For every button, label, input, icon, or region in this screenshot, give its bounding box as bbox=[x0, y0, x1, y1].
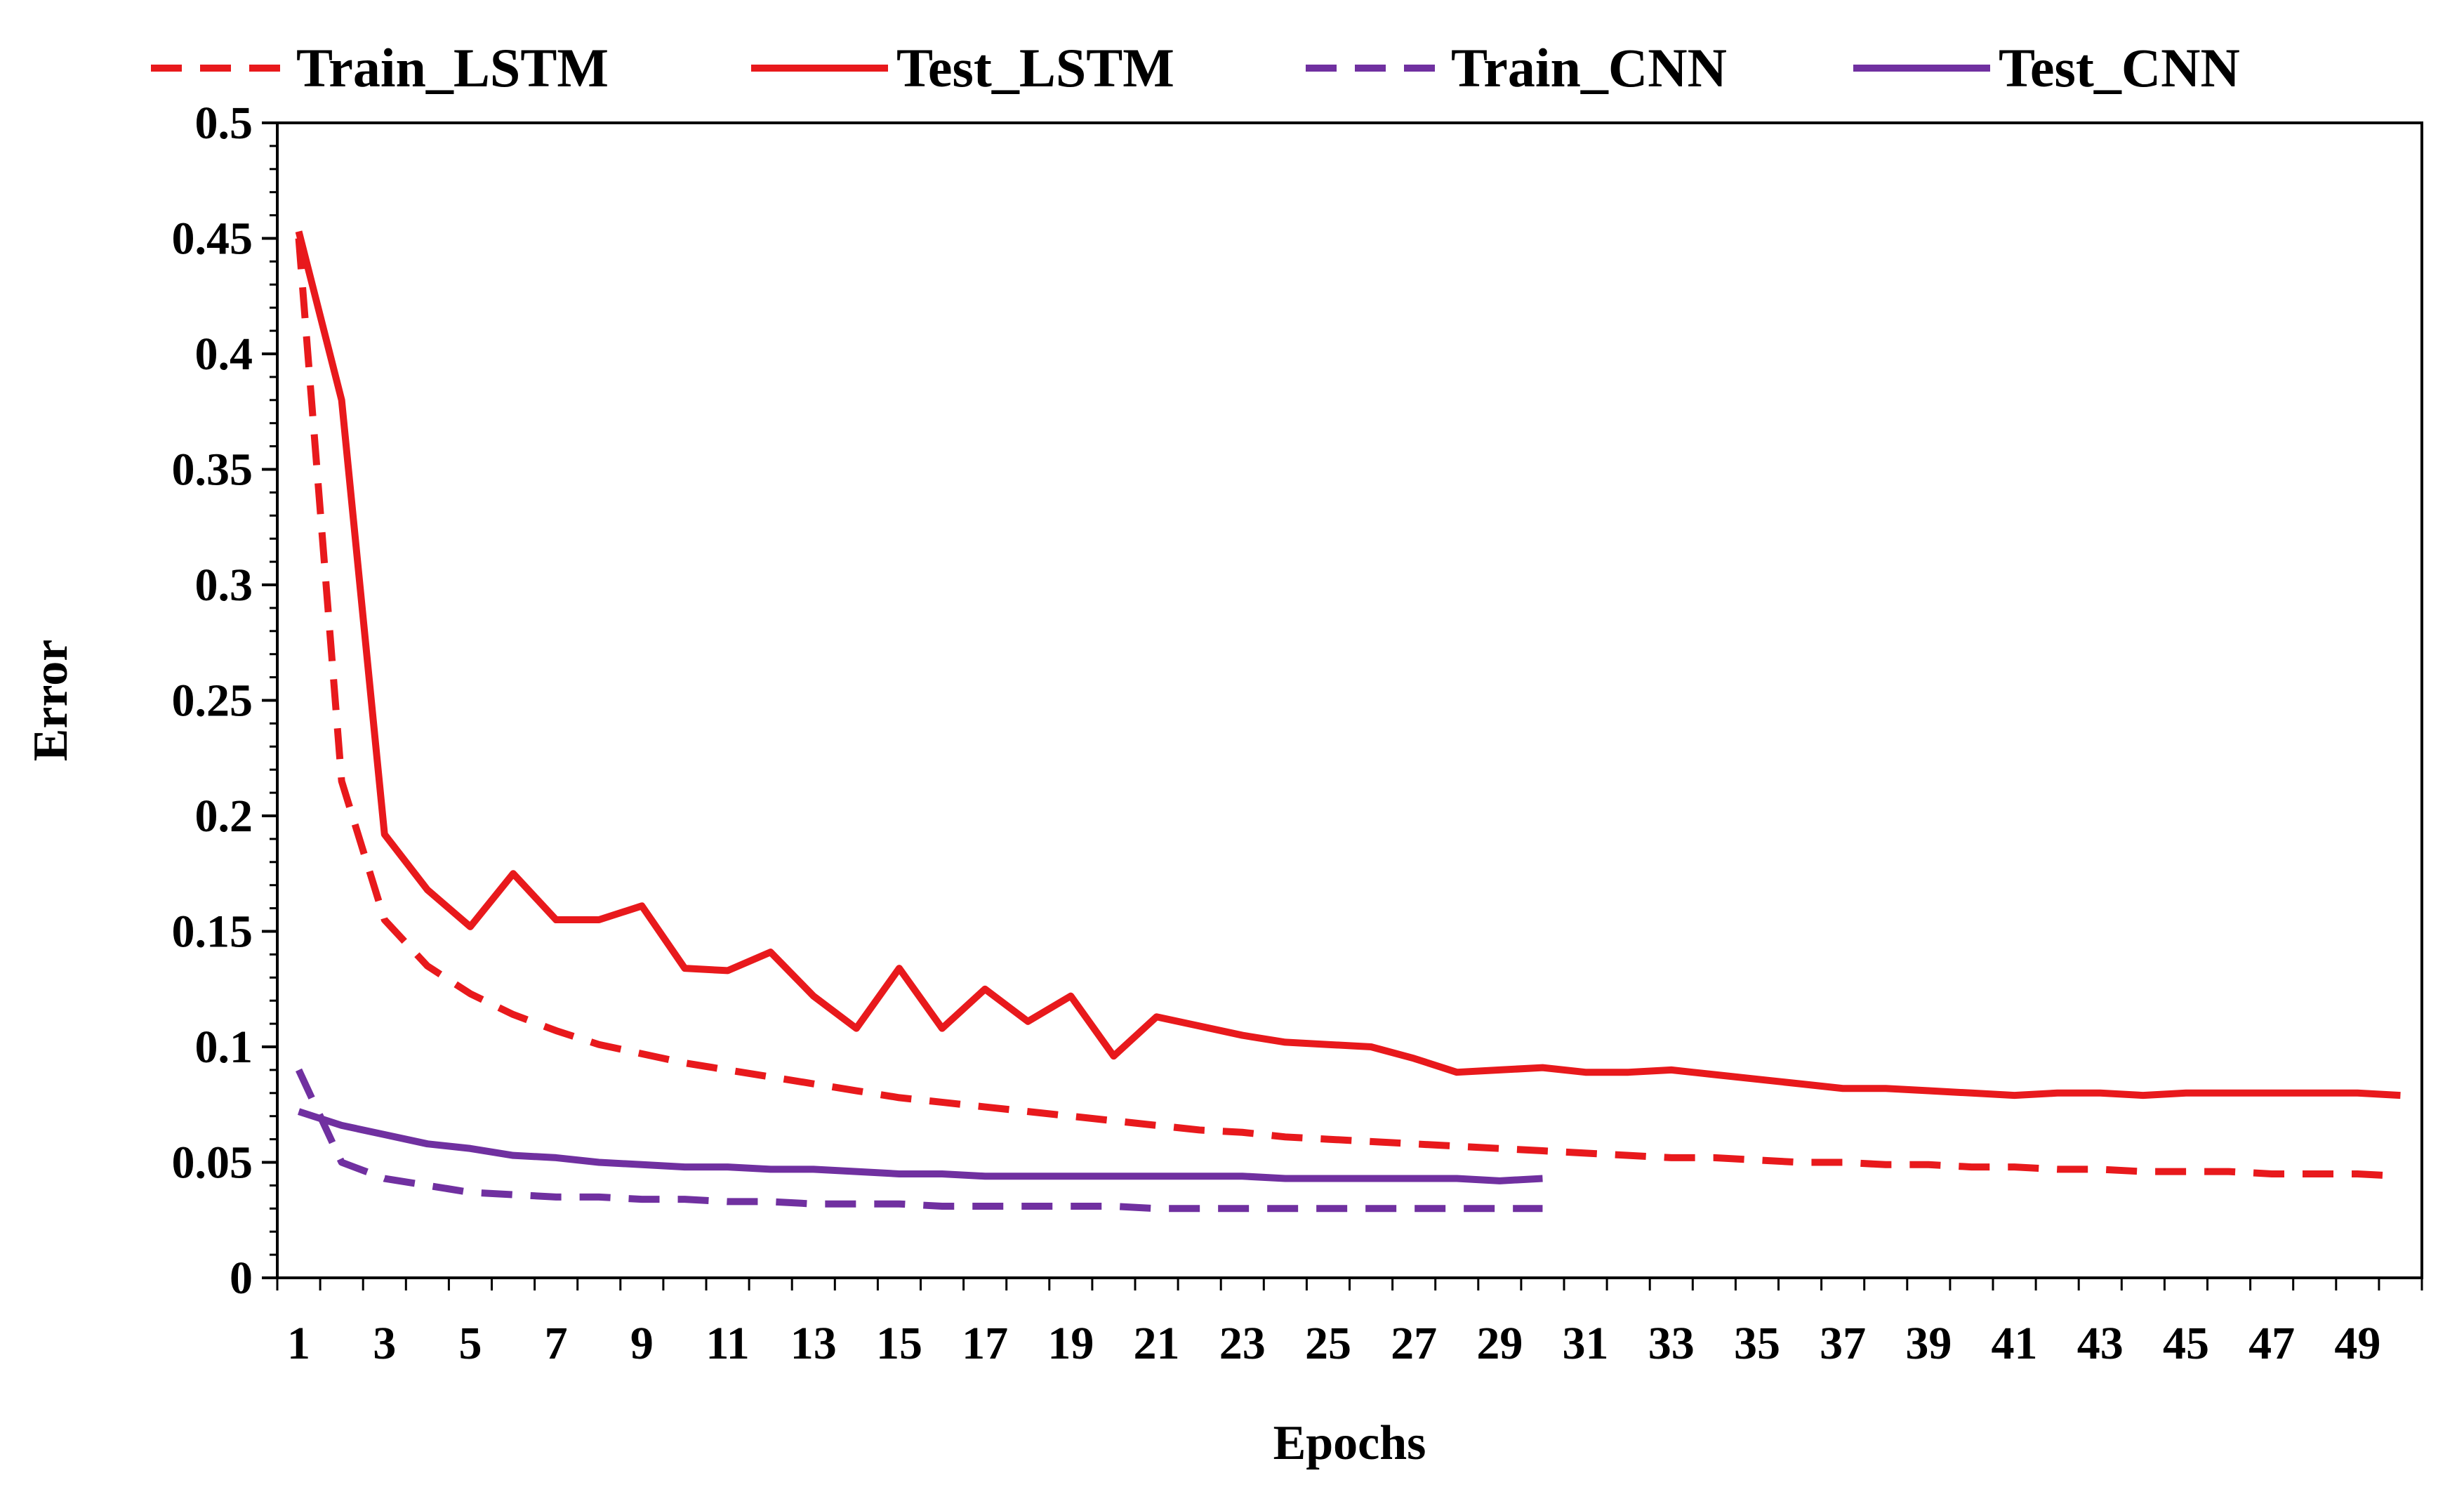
x-tick-label: 29 bbox=[1476, 1318, 1523, 1369]
x-tick-label: 25 bbox=[1305, 1318, 1351, 1369]
x-tick-label: 43 bbox=[2077, 1318, 2124, 1369]
legend-label-train-lstm: Train_LSTM bbox=[296, 37, 609, 98]
series-line-test-lstm bbox=[295, 230, 2401, 1100]
y-tick-label: 0.15 bbox=[172, 906, 253, 958]
x-tick-label: 39 bbox=[1905, 1318, 1952, 1369]
x-tick-label: 1 bbox=[287, 1318, 310, 1369]
y-tick-label: 0.2 bbox=[195, 791, 253, 842]
x-tick-label: 19 bbox=[1047, 1318, 1094, 1369]
y-tick-label: 0.25 bbox=[172, 675, 253, 727]
x-tick-label: 3 bbox=[373, 1318, 396, 1369]
x-tick-label: 45 bbox=[2163, 1318, 2209, 1369]
x-tick-label: 11 bbox=[706, 1318, 749, 1369]
y-tick-label: 0.5 bbox=[195, 98, 253, 149]
y-axis-title: Error bbox=[24, 640, 78, 762]
x-tick-label: 33 bbox=[1648, 1318, 1695, 1369]
x-tick-label: 13 bbox=[790, 1318, 837, 1369]
legend-label-test-cnn: Test_CNN bbox=[1999, 37, 2240, 98]
y-tick-label: 0.35 bbox=[172, 444, 253, 496]
x-tick-label: 31 bbox=[1563, 1318, 1609, 1369]
x-tick-label: 27 bbox=[1391, 1318, 1437, 1369]
legend-label-test-lstm: Test_LSTM bbox=[896, 37, 1174, 98]
x-axis-title: Epochs bbox=[1273, 1416, 1426, 1470]
x-tick-label: 5 bbox=[458, 1318, 482, 1369]
y-tick-label: 0.3 bbox=[195, 560, 253, 611]
x-tick-label: 35 bbox=[1734, 1318, 1780, 1369]
y-tick-label: 0.45 bbox=[172, 213, 253, 265]
x-tick-label: 41 bbox=[1992, 1318, 2038, 1369]
x-axis: 1 3 5 7 9 11 13 15 17 19 21 23 25 27 29 31 33 35 37 39 41 43 4… bbox=[276, 1278, 2423, 1369]
x-tick-label: 47 bbox=[2248, 1318, 2295, 1369]
y-tick-label: 0 bbox=[230, 1253, 253, 1304]
x-tick-label: 49 bbox=[2334, 1318, 2380, 1369]
x-tick-label: 9 bbox=[630, 1318, 654, 1369]
x-tick-label: 7 bbox=[545, 1318, 568, 1369]
x-tick-label: 17 bbox=[962, 1318, 1008, 1369]
x-tick-label: 21 bbox=[1134, 1318, 1180, 1369]
x-tick-label: 23 bbox=[1219, 1318, 1266, 1369]
x-tick-label: 37 bbox=[1820, 1318, 1866, 1369]
y-tick-label: 0.4 bbox=[195, 329, 253, 380]
y-tick-label: 0.05 bbox=[172, 1137, 253, 1189]
series-line-train-cnn bbox=[296, 1068, 1543, 1213]
series-layer bbox=[295, 230, 2401, 1213]
x-tick-label: 15 bbox=[876, 1318, 922, 1369]
y-tick-label: 0.1 bbox=[195, 1022, 253, 1073]
legend-label-train-cnn: Train_CNN bbox=[1451, 37, 1727, 98]
series-line-test-cnn bbox=[298, 1108, 1543, 1184]
series-line-train-lstm bbox=[295, 238, 2401, 1180]
legend: Train_LSTM Test_LSTM Train_CNN Test_CNN bbox=[151, 37, 2240, 98]
y-axis: 0 0.05 0.1 0.15 0.2 0.25 0.3 0.35 0.4 0.45 0.5 bbox=[172, 98, 277, 1304]
